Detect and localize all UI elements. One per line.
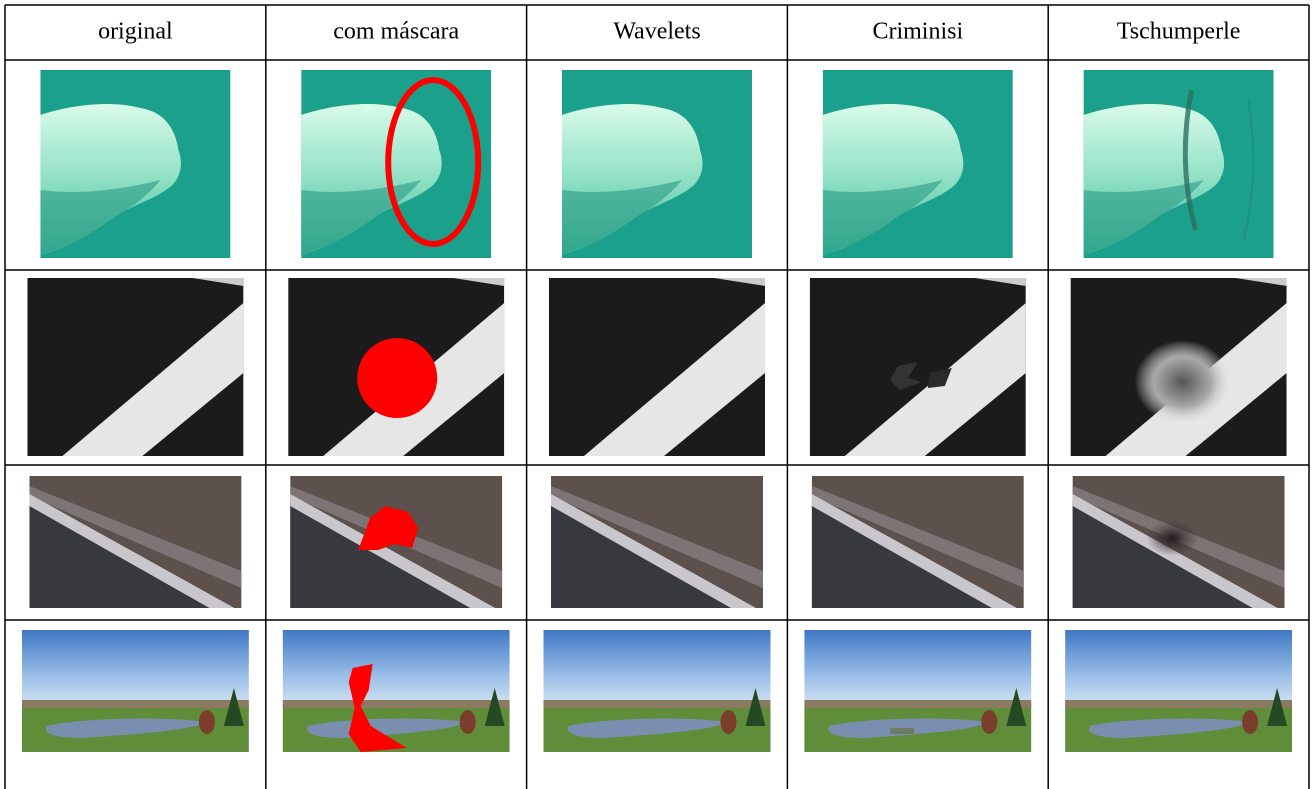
photo bbox=[562, 70, 752, 258]
treeline bbox=[282, 700, 510, 708]
tree bbox=[745, 688, 766, 726]
artifact bbox=[1146, 520, 1199, 556]
photo bbox=[282, 630, 510, 752]
sky bbox=[282, 630, 510, 708]
artifact bbox=[927, 368, 952, 388]
column-header: Wavelets bbox=[613, 19, 700, 45]
column-header: Criminisi bbox=[872, 19, 963, 45]
pond bbox=[306, 718, 468, 738]
curb bbox=[29, 486, 242, 588]
photo bbox=[40, 70, 231, 258]
whale-shadow bbox=[822, 180, 943, 255]
sky bbox=[21, 630, 249, 708]
photo bbox=[301, 70, 492, 258]
fur-light bbox=[959, 278, 1026, 286]
tree bbox=[484, 688, 505, 726]
artifact bbox=[890, 728, 915, 734]
treeline bbox=[1065, 700, 1293, 708]
shrub bbox=[459, 710, 476, 734]
tree bbox=[1006, 688, 1027, 726]
fur-light bbox=[1220, 278, 1287, 286]
pond bbox=[567, 718, 729, 738]
photo bbox=[1083, 70, 1274, 258]
pond bbox=[45, 718, 207, 738]
treeline bbox=[543, 700, 771, 708]
photo bbox=[822, 70, 1013, 258]
shrub bbox=[198, 710, 215, 734]
sky bbox=[804, 630, 1032, 708]
shrub bbox=[720, 710, 737, 734]
tree bbox=[223, 688, 244, 726]
photo bbox=[290, 476, 503, 608]
whale-shadow bbox=[1083, 180, 1204, 255]
sky bbox=[1065, 630, 1293, 708]
photo bbox=[1070, 278, 1287, 456]
photo bbox=[1065, 630, 1293, 752]
column-header: com máscara bbox=[333, 19, 459, 45]
photo bbox=[29, 476, 242, 608]
fur-light bbox=[177, 278, 244, 286]
column-header: original bbox=[98, 19, 173, 45]
photo bbox=[1072, 476, 1285, 608]
sky bbox=[543, 630, 771, 708]
mask bbox=[358, 506, 419, 550]
artifact bbox=[1242, 99, 1255, 241]
treeline bbox=[21, 700, 249, 708]
mask bbox=[385, 77, 482, 247]
photo bbox=[27, 278, 244, 456]
whale-shadow bbox=[40, 180, 161, 255]
curb bbox=[811, 486, 1024, 588]
photo bbox=[288, 278, 505, 456]
artifact bbox=[1134, 340, 1231, 424]
photo bbox=[549, 278, 765, 456]
mask bbox=[348, 664, 407, 752]
whale-shadow bbox=[562, 180, 682, 255]
column-header: Tschumperle bbox=[1117, 19, 1241, 45]
curb bbox=[551, 486, 763, 588]
treeline bbox=[804, 700, 1032, 708]
artifact bbox=[1182, 89, 1199, 231]
photo bbox=[809, 278, 1026, 456]
stripe bbox=[551, 494, 756, 608]
fur-light bbox=[699, 278, 765, 286]
shrub bbox=[981, 710, 998, 734]
stripe bbox=[290, 494, 496, 608]
tree bbox=[1267, 688, 1288, 726]
fur-light bbox=[438, 278, 505, 286]
shrub bbox=[1242, 710, 1259, 734]
artifact bbox=[889, 362, 922, 390]
stripe bbox=[811, 494, 1017, 608]
fur-light bbox=[584, 303, 765, 456]
mask bbox=[357, 338, 438, 418]
photo bbox=[543, 630, 771, 752]
photo bbox=[811, 476, 1024, 608]
photo bbox=[804, 630, 1032, 752]
stripe bbox=[29, 494, 235, 608]
pond bbox=[1089, 718, 1251, 738]
photo bbox=[21, 630, 249, 752]
photo bbox=[551, 476, 763, 608]
